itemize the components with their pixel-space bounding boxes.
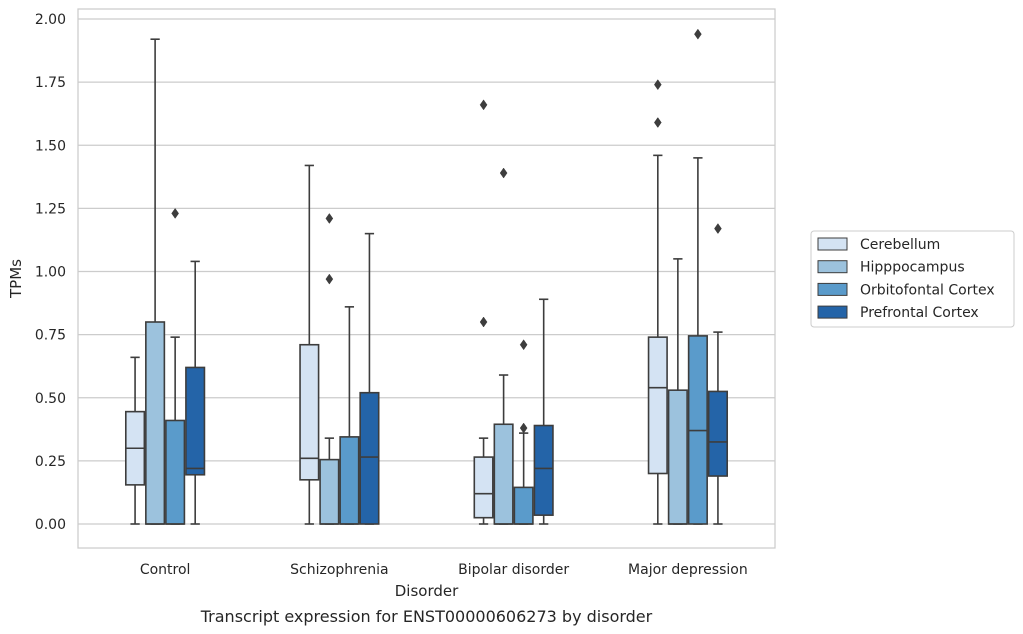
y-tick-label: 1.50 xyxy=(35,138,66,154)
box-prefrontal-cortex xyxy=(359,232,380,525)
legend-label: Hipppocampus xyxy=(860,260,965,276)
outlier-point xyxy=(171,207,179,219)
outlier-point xyxy=(325,213,334,224)
legend-swatch xyxy=(817,260,848,274)
iqr-box xyxy=(513,486,534,525)
iqr-box xyxy=(473,456,494,519)
box-hipppocampus xyxy=(667,258,688,525)
box-prefrontal-cortex xyxy=(185,260,206,525)
y-axis-label: TPMs xyxy=(7,259,25,299)
legend: Cerebellum Hipppocampus Orbitofontal Corte… xyxy=(810,230,1015,328)
legend-swatch xyxy=(817,282,848,296)
y-tick-label: 1.00 xyxy=(35,265,66,281)
x-tick-label: Major depression xyxy=(628,562,748,578)
box-prefrontal-cortex xyxy=(533,298,554,525)
outlier-point xyxy=(479,99,488,111)
iqr-box xyxy=(647,336,668,475)
legend-label: Prefrontal Cortex xyxy=(860,305,979,321)
y-tick-label: 1.75 xyxy=(35,75,66,91)
iqr-box xyxy=(185,366,206,476)
legend-label: Cerebellum xyxy=(860,237,940,253)
x-tick-labels: Control Schizophrenia Bipolar disorder Majo… xyxy=(140,562,748,578)
iqr-box xyxy=(339,436,360,525)
legend-swatch xyxy=(817,305,848,319)
outlier-point xyxy=(479,316,488,328)
iqr-box xyxy=(165,419,186,525)
outlier-point xyxy=(654,117,662,128)
box-orbitofontal-cortex xyxy=(513,339,534,525)
x-tick-label: Control xyxy=(140,562,191,578)
y-tick-labels: 0.00 0.25 0.50 0.75 1.00 1.25 1.50 1.75 2.00 xyxy=(35,12,66,533)
legend-swatch xyxy=(817,237,848,251)
box-cerebellum xyxy=(299,164,320,525)
box-cerebellum xyxy=(124,356,146,525)
box-hipppocampus xyxy=(493,167,514,525)
x-axis-label: Disorder xyxy=(395,582,459,600)
x-tick-label: Bipolar disorder xyxy=(458,562,569,578)
box-prefrontal-cortex xyxy=(707,223,729,525)
y-tick-label: 0.00 xyxy=(35,517,66,533)
y-tick-label: 2.00 xyxy=(35,12,66,28)
y-tick-label: 1.25 xyxy=(35,201,66,217)
legend-label: Orbitofontal Cortex xyxy=(860,282,995,298)
iqr-box xyxy=(319,458,340,525)
y-tick-label: 0.50 xyxy=(35,391,66,407)
box-cerebellum xyxy=(473,99,494,525)
iqr-box xyxy=(145,321,166,525)
y-tick-label: 0.75 xyxy=(35,328,66,344)
y-tick-label: 0.25 xyxy=(35,454,66,470)
x-tick-label: Schizophrenia xyxy=(290,562,388,578)
legend-frame xyxy=(810,230,1015,328)
iqr-box xyxy=(667,389,688,525)
iqr-box xyxy=(493,423,514,525)
legend-items: Cerebellum Hipppocampus Orbitofontal Corte… xyxy=(817,237,995,321)
box-hipppocampus xyxy=(319,213,340,525)
outlier-point xyxy=(694,28,702,40)
outlier-point xyxy=(325,273,334,285)
outlier-point xyxy=(714,223,722,235)
box-orbitofontal-cortex xyxy=(687,28,708,525)
box-hipppocampus xyxy=(145,38,166,525)
box-cerebellum xyxy=(647,79,668,525)
iqr-box xyxy=(707,390,729,477)
outlier-point xyxy=(499,167,508,179)
chart-caption: Transcript expression for ENST0000060627… xyxy=(200,607,653,626)
box-orbitofontal-cortex xyxy=(165,207,186,525)
iqr-box xyxy=(359,391,380,525)
outlier-point xyxy=(519,339,528,351)
outlier-point xyxy=(519,422,528,434)
plot-frame xyxy=(77,8,776,549)
box-groups xyxy=(124,28,729,525)
box-orbitofontal-cortex xyxy=(339,306,360,525)
iqr-box xyxy=(299,343,320,481)
iqr-box xyxy=(533,424,554,516)
outlier-point xyxy=(654,79,662,91)
